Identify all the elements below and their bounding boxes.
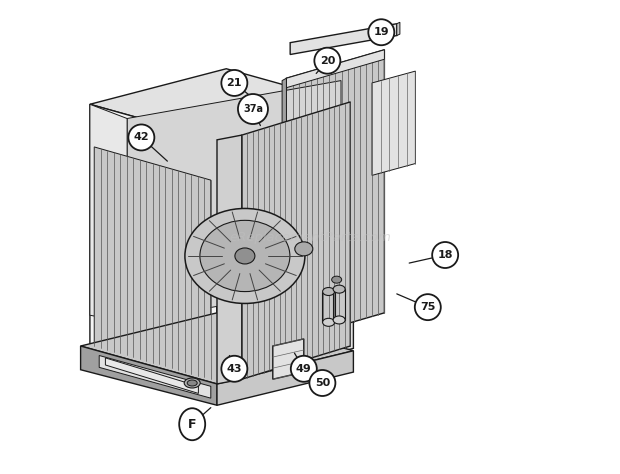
Circle shape: [309, 370, 335, 396]
Text: 49: 49: [296, 364, 312, 374]
Text: 37a: 37a: [243, 104, 263, 114]
Circle shape: [221, 70, 247, 96]
Polygon shape: [217, 104, 353, 384]
Ellipse shape: [322, 319, 335, 326]
Circle shape: [291, 356, 317, 382]
Ellipse shape: [322, 288, 335, 295]
Circle shape: [314, 48, 340, 73]
Polygon shape: [94, 147, 211, 379]
Circle shape: [128, 125, 154, 150]
Polygon shape: [217, 135, 242, 384]
Text: 50: 50: [315, 378, 330, 388]
Circle shape: [238, 94, 268, 124]
Polygon shape: [397, 22, 400, 36]
Circle shape: [221, 356, 247, 382]
Polygon shape: [286, 50, 384, 88]
Text: 43: 43: [227, 364, 242, 374]
Polygon shape: [290, 24, 397, 55]
Polygon shape: [90, 69, 353, 140]
Text: 42: 42: [133, 132, 149, 143]
Ellipse shape: [185, 209, 305, 303]
Ellipse shape: [294, 242, 313, 256]
Polygon shape: [90, 104, 217, 384]
Polygon shape: [372, 71, 415, 175]
Ellipse shape: [187, 380, 197, 386]
Ellipse shape: [200, 220, 290, 292]
Text: 18: 18: [437, 250, 453, 260]
Polygon shape: [81, 313, 353, 384]
Ellipse shape: [332, 276, 342, 283]
Polygon shape: [217, 351, 353, 405]
Text: 21: 21: [227, 78, 242, 88]
Ellipse shape: [333, 285, 345, 293]
Polygon shape: [242, 102, 350, 379]
Circle shape: [432, 242, 458, 268]
Circle shape: [368, 19, 394, 45]
Polygon shape: [99, 356, 211, 398]
Polygon shape: [282, 78, 286, 344]
Text: 20: 20: [320, 55, 335, 66]
Text: eReplacementParts.com: eReplacementParts.com: [229, 230, 391, 244]
Polygon shape: [105, 358, 198, 393]
Circle shape: [415, 294, 441, 320]
Polygon shape: [127, 81, 341, 322]
Polygon shape: [90, 104, 127, 322]
Polygon shape: [81, 346, 217, 405]
Ellipse shape: [179, 408, 205, 440]
Polygon shape: [273, 339, 304, 379]
Text: F: F: [188, 418, 197, 431]
Ellipse shape: [235, 248, 255, 264]
Text: 19: 19: [373, 27, 389, 37]
Ellipse shape: [184, 378, 200, 388]
Text: 75: 75: [420, 302, 435, 312]
Polygon shape: [286, 50, 384, 341]
Ellipse shape: [333, 316, 345, 324]
